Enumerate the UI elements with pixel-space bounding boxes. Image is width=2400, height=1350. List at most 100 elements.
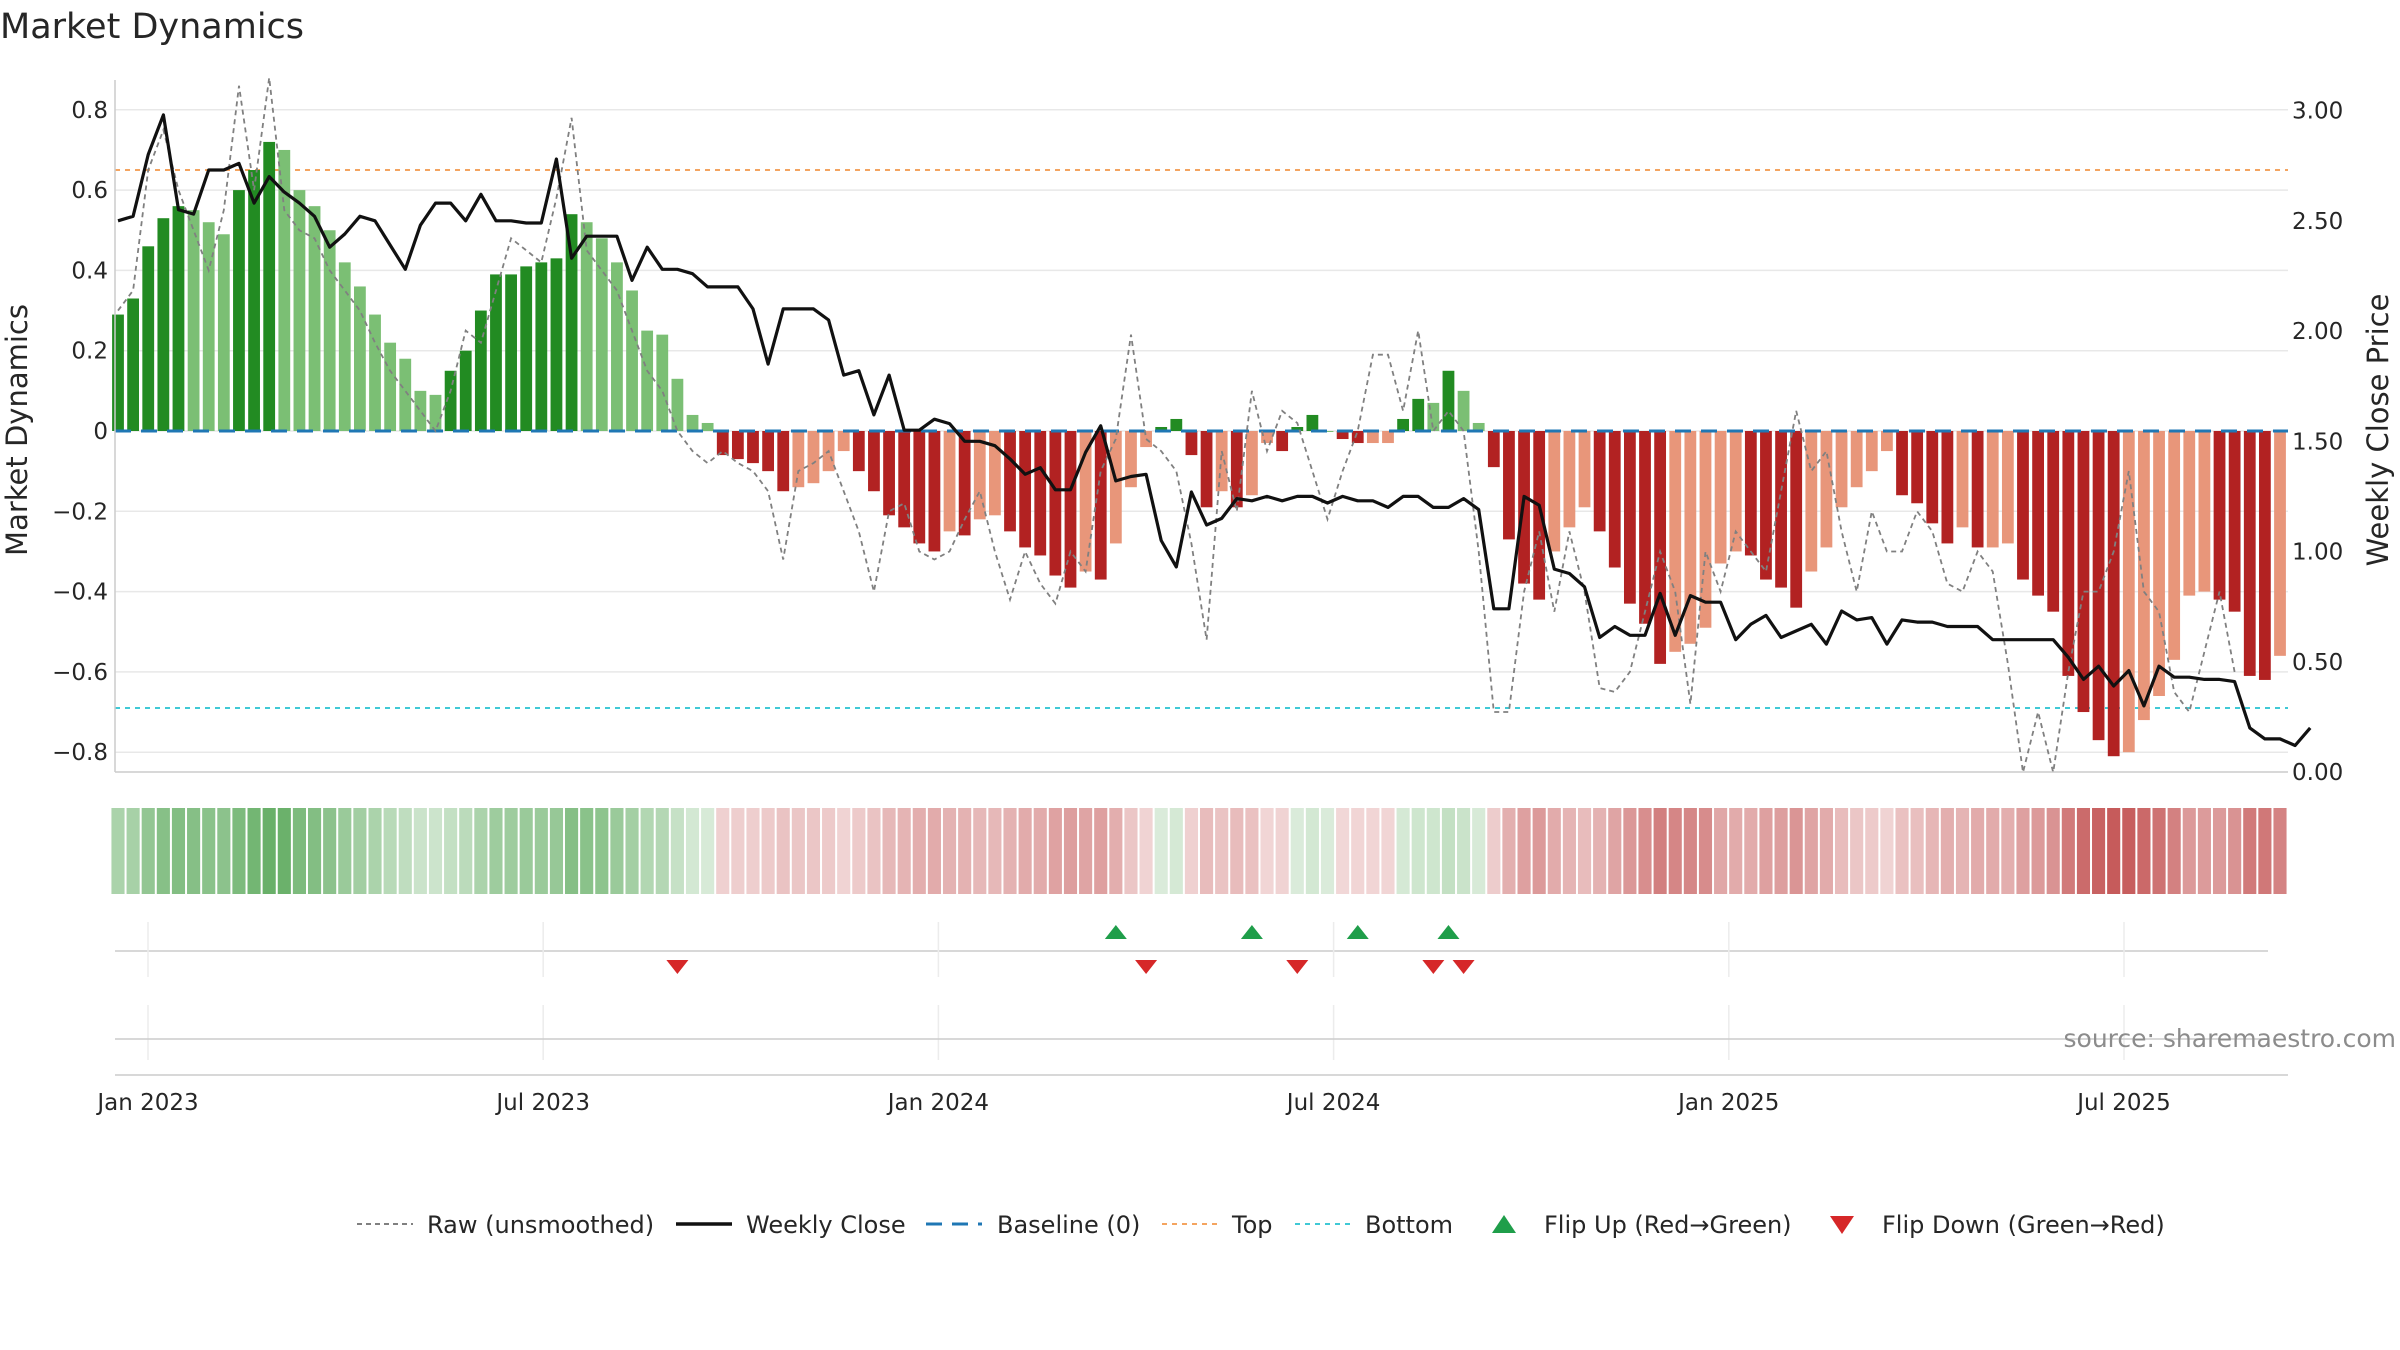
bar	[112, 314, 124, 431]
strip-cell	[1351, 808, 1365, 894]
strip-cell	[2031, 808, 2045, 894]
legend-item-baseline: Baseline (0)	[926, 1211, 1140, 1239]
bar	[2001, 431, 2014, 544]
flip-down-marker	[666, 960, 689, 974]
bar	[2228, 431, 2241, 612]
bar	[384, 342, 397, 431]
flip-up-marker	[1346, 925, 1369, 939]
x-tick-label: Jul 2023	[494, 1090, 590, 1116]
strip-cell	[1139, 808, 1153, 894]
bar	[142, 246, 155, 431]
bar	[580, 222, 593, 431]
strip-cell	[2061, 808, 2075, 894]
bar	[731, 431, 744, 460]
strip-cell	[791, 808, 805, 894]
bar	[686, 414, 699, 431]
bar	[595, 238, 608, 431]
strip-cell	[746, 808, 760, 894]
bar	[1608, 431, 1621, 568]
x-tick-label: Jan 2023	[95, 1090, 198, 1116]
bar	[1185, 431, 1198, 456]
flip-down-marker	[1422, 960, 1445, 974]
bar	[1775, 431, 1787, 588]
bar	[701, 422, 714, 431]
bar	[1109, 431, 1122, 544]
strip-cell	[1336, 808, 1350, 894]
bar	[611, 262, 623, 431]
strip-cell	[716, 808, 730, 894]
strip-cell	[338, 808, 352, 894]
strip-cell	[2212, 808, 2227, 894]
strip-cell	[247, 808, 261, 894]
strip-cell	[685, 808, 700, 894]
strip-cell	[1457, 808, 1471, 894]
strip-cell	[1819, 808, 1833, 894]
bar	[414, 390, 427, 431]
bar	[852, 431, 865, 472]
strip-cell	[822, 808, 836, 894]
bar	[2047, 431, 2060, 612]
legend-label: Flip Up (Red→Green)	[1544, 1211, 1792, 1239]
bar	[1684, 431, 1697, 644]
strip-cell	[1895, 808, 1909, 894]
strip-cell	[837, 808, 851, 894]
bar	[459, 350, 472, 431]
strip-cell	[2152, 808, 2166, 894]
bar	[837, 431, 850, 452]
strip-cell	[1986, 808, 2000, 894]
legend-swatch	[1830, 1216, 1854, 1234]
bar	[490, 274, 502, 431]
bar	[2032, 431, 2044, 596]
y-tick-label: 0.2	[71, 339, 108, 365]
strip-cell	[776, 808, 790, 894]
bar	[958, 431, 971, 536]
y2-tick-label: 0.00	[2292, 760, 2343, 786]
strip-cell	[413, 808, 427, 894]
empty-panel	[115, 1005, 2288, 1076]
strip-cell	[202, 808, 216, 894]
bar	[1412, 398, 1425, 431]
bar	[1896, 431, 1908, 496]
strip-cell	[2076, 808, 2091, 894]
y-tick-label: 0	[93, 419, 108, 445]
flip-down-marker	[1135, 960, 1158, 974]
bar	[172, 206, 185, 431]
strip-cell	[1577, 808, 1592, 894]
bar	[2213, 431, 2226, 600]
strip-cell	[368, 808, 382, 894]
bar	[1956, 431, 1969, 528]
bar	[2153, 431, 2165, 696]
strip-cell	[1638, 808, 1652, 894]
strip-cell	[1880, 808, 1894, 894]
bar	[1729, 431, 1742, 552]
bar	[1699, 431, 1712, 628]
strip-cell	[2197, 808, 2211, 894]
bar	[1442, 370, 1455, 431]
strip-cell	[428, 808, 443, 894]
strip-cell	[1018, 808, 1032, 894]
strip-cell	[761, 808, 775, 894]
strip-cell	[897, 808, 911, 894]
strip-cell	[867, 808, 881, 894]
bar	[1533, 431, 1546, 600]
y-tick-label: −0.8	[52, 740, 108, 766]
bar	[898, 431, 911, 528]
strip-cell	[383, 808, 397, 894]
bar	[1079, 431, 1092, 572]
strip-cell	[1063, 808, 1078, 894]
bar	[505, 274, 517, 431]
axes: 0.8 0.6 0.4 0.2 0 −0.2 −0.4 −0.6 −0.8 3.00 2.50 2.0…	[52, 80, 2343, 786]
strip-cell	[2258, 808, 2272, 894]
bar	[1291, 426, 1304, 431]
bar	[2122, 431, 2135, 753]
bar	[2258, 431, 2271, 680]
strip-cell	[1033, 808, 1047, 894]
bar	[187, 210, 200, 431]
strip-cell	[1865, 808, 1879, 894]
x-tick-label: Jan 2024	[886, 1090, 989, 1116]
strip-cell	[459, 808, 473, 894]
strip-cell	[1094, 808, 1108, 894]
bar	[1215, 431, 1228, 492]
bar	[943, 431, 956, 532]
